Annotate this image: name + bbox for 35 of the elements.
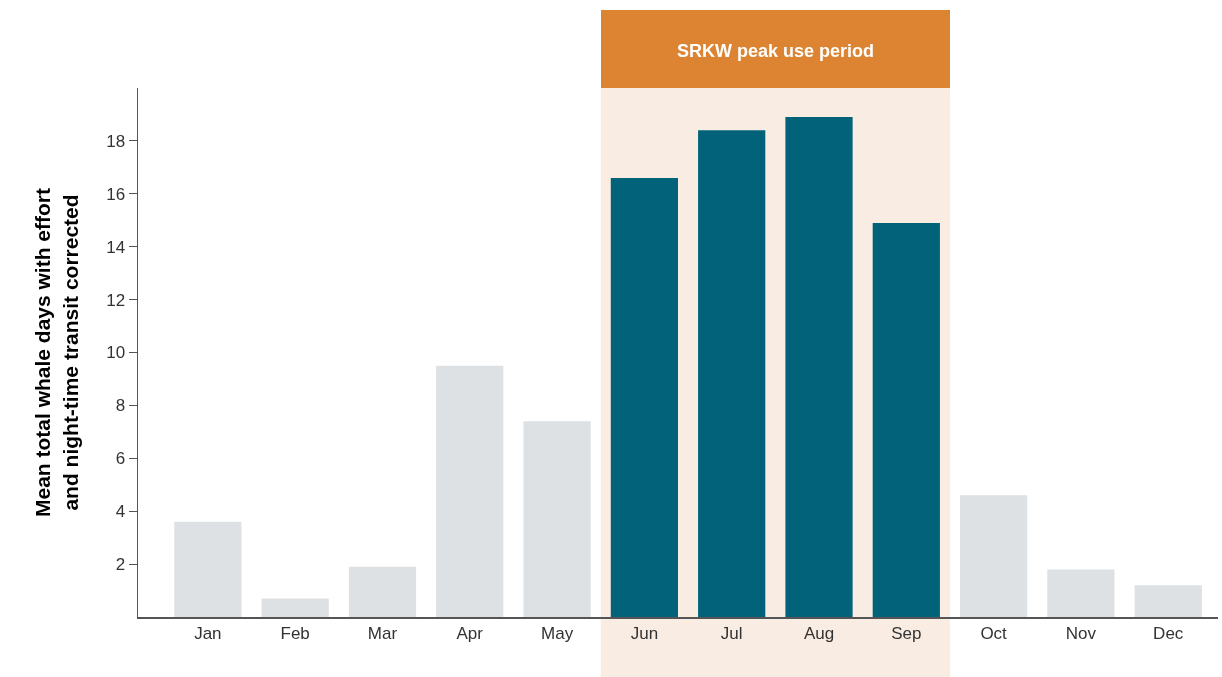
bar — [261, 598, 329, 617]
x-tick-label: Feb — [280, 623, 310, 643]
bar — [872, 222, 940, 617]
bar — [960, 495, 1028, 617]
bar — [1047, 569, 1115, 617]
bar — [1134, 585, 1202, 617]
y-tick-label: 4 — [115, 502, 126, 522]
bar — [785, 117, 853, 617]
x-tick-label: Jan — [194, 623, 222, 643]
x-tick-label: Apr — [456, 623, 484, 643]
y-tick-label: 10 — [106, 343, 126, 363]
y-tick-label: 8 — [115, 396, 126, 416]
bar — [174, 521, 242, 617]
y-tick-label: 14 — [106, 237, 126, 257]
x-tick-label: Mar — [367, 623, 398, 643]
bar — [610, 177, 678, 617]
y-tick-label: 16 — [106, 184, 126, 204]
bar — [348, 566, 417, 617]
y-tick-label: 12 — [106, 290, 126, 310]
bar — [523, 421, 591, 617]
band-label: SRKW peak use period — [677, 41, 875, 61]
y-tick-label: 18 — [106, 131, 126, 151]
bar — [436, 365, 504, 617]
y-axis-title: Mean total whale days with effort and night-time transit corrected — [31, 187, 82, 518]
x-tick-label: Sep — [891, 623, 922, 643]
x-tick-label: Aug — [803, 623, 835, 643]
x-tick-label: Jul — [720, 623, 743, 643]
x-tick-label: Nov — [1065, 623, 1097, 643]
x-tick-label: Oct — [980, 623, 1008, 643]
y-tick-label: 6 — [115, 449, 126, 469]
y-tick-label: 2 — [115, 555, 126, 575]
x-tick-label: May — [541, 623, 574, 643]
x-tick-label: Jun — [630, 623, 659, 643]
x-tick-label: Dec — [1153, 623, 1184, 643]
bar — [698, 130, 766, 617]
